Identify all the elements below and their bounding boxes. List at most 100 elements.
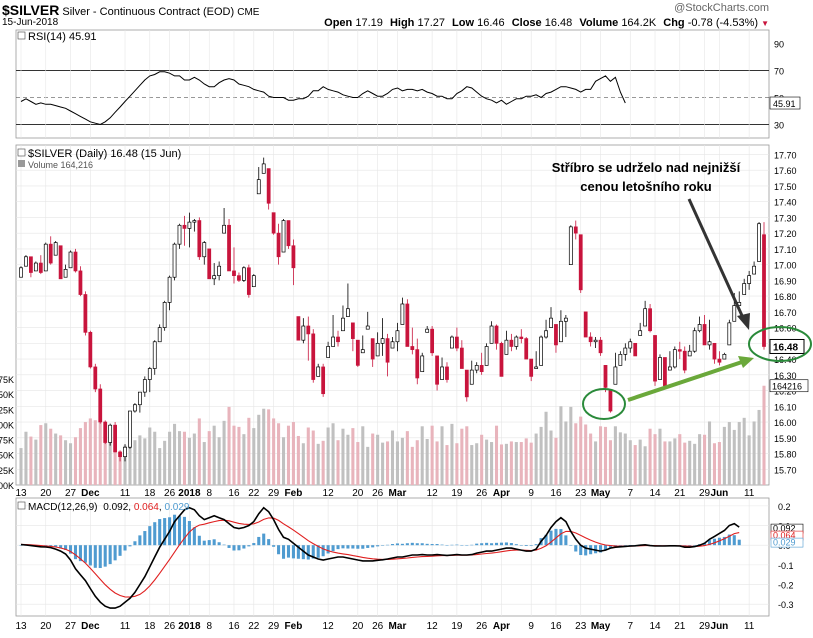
- macd-x-tick-label: 8: [206, 621, 212, 632]
- macd-histogram-bar: [143, 531, 147, 546]
- price-tick-label: 17.60: [774, 166, 797, 176]
- candle-body: [425, 328, 430, 333]
- macd-histogram-bar: [281, 545, 286, 559]
- candle-body: [549, 317, 553, 328]
- macd-plot: [19, 506, 741, 609]
- volume-legend: Volume 164,216: [28, 160, 93, 170]
- x-tick-label: Mar: [389, 488, 407, 499]
- price-tick-label: 16.70: [774, 308, 797, 318]
- volume-bar: [24, 431, 28, 485]
- candle-body: [152, 341, 157, 369]
- x-tick-label: Feb: [285, 488, 303, 499]
- volume-bar: [425, 439, 429, 485]
- macd-histogram-bar: [732, 535, 736, 546]
- macd-x-tick-label: 14: [649, 621, 661, 632]
- macd-tick-label: 0.2: [778, 502, 791, 512]
- candle-body: [742, 283, 747, 295]
- candle-body: [544, 330, 548, 338]
- volume-bar: [182, 431, 186, 485]
- volume-bar: [277, 423, 281, 485]
- macd-histogram-bar: [272, 545, 276, 547]
- volume-bar: [381, 442, 385, 485]
- price-tick-label: 17.00: [774, 261, 797, 271]
- volume-bar: [113, 440, 117, 485]
- volume-bar: [465, 426, 469, 485]
- candle-body: [306, 325, 311, 335]
- symbol: $SILVER: [2, 2, 60, 18]
- candle-body: [762, 234, 766, 347]
- candle-body: [668, 366, 672, 371]
- macd-histogram-bar: [475, 543, 479, 546]
- macd-histogram-bar: [108, 545, 112, 565]
- volume-bar: [148, 427, 152, 485]
- candle-body: [440, 366, 444, 380]
- candle-body: [331, 336, 335, 347]
- candle-body: [355, 339, 360, 366]
- volume-bar: [569, 406, 573, 485]
- volume-bar: [742, 417, 746, 485]
- volume-bar: [128, 433, 132, 485]
- volume-bar: [59, 435, 63, 485]
- price-tick-label: 17.50: [774, 182, 797, 192]
- volume-bar: [123, 445, 127, 485]
- macd-x-tick-label: 12: [427, 621, 439, 632]
- macd-histogram-bar: [301, 545, 305, 560]
- candle-body: [217, 265, 222, 276]
- x-tick-label: 27: [65, 488, 77, 499]
- volume-bar: [405, 431, 409, 485]
- volume-bar: [133, 440, 137, 485]
- candle-body: [410, 346, 415, 350]
- macd-histogram-bar: [227, 545, 231, 548]
- candle-body: [717, 358, 722, 363]
- volume-bar: [400, 437, 404, 485]
- volume-bar: [445, 445, 449, 485]
- volume-tick-label: 25K: [0, 466, 14, 476]
- macd-histogram-bar: [267, 539, 271, 546]
- macd-current-label: 0.029: [773, 538, 796, 548]
- candle-body: [380, 338, 385, 344]
- volume-bar: [267, 409, 271, 485]
- volume-bar: [450, 423, 454, 485]
- macd-histogram-bar: [554, 528, 558, 546]
- volume-bar: [589, 433, 593, 485]
- volume-bar: [272, 418, 276, 485]
- volume-bar: [747, 435, 751, 485]
- volume-bar: [103, 428, 107, 485]
- price-legend: $SILVER (Daily) 16.48 (15 Jun) Volume 16…: [17, 148, 181, 170]
- macd-histogram-bar: [410, 542, 414, 546]
- macd-x-tick-label: 16: [550, 621, 562, 632]
- candle-body: [499, 342, 504, 377]
- macd-histogram-bar: [415, 543, 419, 546]
- candle-body: [19, 267, 23, 278]
- macd-legend: MACD(12,26,9) 0.092, 0.064, 0.029: [17, 501, 190, 513]
- candle-body: [405, 303, 410, 347]
- macd-legend-name: MACD(12,26,9): [28, 502, 97, 513]
- macd-x-tick-label: 29: [699, 621, 711, 632]
- volume-bar: [257, 414, 261, 485]
- volume-bar: [693, 443, 697, 485]
- current-price-badge: [769, 338, 805, 354]
- volume-bar: [707, 421, 712, 485]
- macd-histogram-bar: [316, 545, 320, 558]
- volume-bar: [331, 423, 335, 485]
- macd-histogram-bar: [296, 545, 300, 559]
- x-tick-label: 9: [528, 488, 534, 499]
- candle-body: [276, 232, 281, 258]
- volume-bar: [286, 425, 291, 485]
- price-tick-label: 16.80: [774, 292, 797, 302]
- macd-histogram-bar: [519, 545, 523, 546]
- volume-bar: [727, 422, 731, 485]
- candle-body: [390, 341, 395, 349]
- x-tick-label: 26: [164, 488, 176, 499]
- macd-x-tick-label: Feb: [285, 621, 303, 632]
- x-tick-label: 20: [40, 488, 52, 499]
- candle-body: [722, 354, 727, 360]
- current-price-label: 16.48: [773, 342, 798, 353]
- annotation: Stříbro se udrželo nad nejnižší cenou le…: [552, 160, 812, 420]
- macd-histogram-bar: [306, 545, 310, 560]
- candle-body: [128, 410, 132, 448]
- open-value: 17.19: [355, 17, 383, 29]
- macd-histogram-bar: [182, 516, 186, 546]
- volume-tick-label: 50K: [0, 451, 14, 461]
